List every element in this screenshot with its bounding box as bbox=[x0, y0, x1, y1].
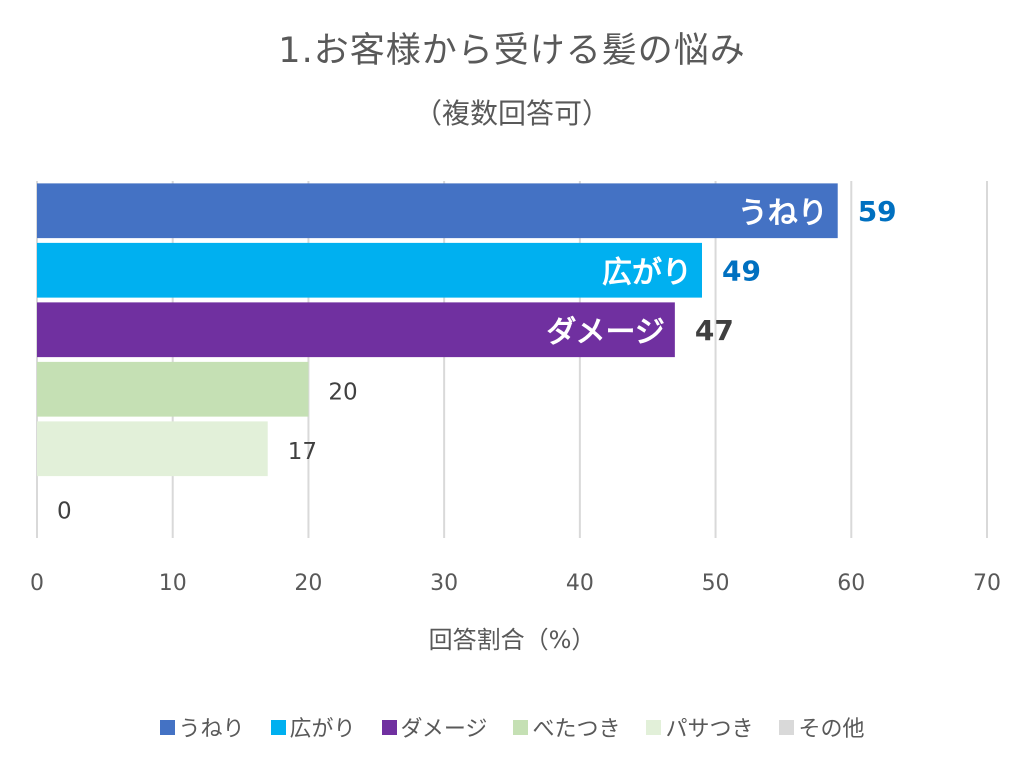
legend-item: うねり bbox=[159, 711, 245, 743]
bars bbox=[37, 183, 838, 477]
bar-value-label: 49 bbox=[722, 254, 761, 287]
bar-value-label: 59 bbox=[858, 195, 897, 228]
bar-category-label: 広がり bbox=[602, 255, 692, 290]
legend-item: ダメージ bbox=[381, 711, 488, 743]
bar-value-label: 47 bbox=[695, 314, 734, 347]
legend-item: 広がり bbox=[270, 711, 356, 743]
legend-item: パサつき bbox=[646, 711, 753, 743]
legend-label: その他 bbox=[798, 717, 865, 742]
legend-label: ダメージ bbox=[400, 717, 488, 742]
legend-label: パサつき bbox=[665, 717, 754, 742]
x-tick-label: 60 bbox=[837, 571, 865, 596]
bar bbox=[37, 183, 838, 239]
bar-value-label: 0 bbox=[57, 498, 72, 524]
x-axis-label: 回答割合（%） bbox=[429, 626, 596, 654]
legend-swatch bbox=[779, 719, 795, 735]
bar bbox=[37, 302, 675, 358]
legend-label: うねり bbox=[178, 717, 245, 742]
legend-swatch bbox=[646, 719, 662, 735]
x-tick-label: 10 bbox=[159, 571, 187, 596]
x-tick-label: 30 bbox=[430, 571, 458, 596]
x-tick-label: 0 bbox=[30, 571, 44, 596]
bar bbox=[37, 242, 702, 298]
x-tick-label: 40 bbox=[566, 571, 594, 596]
gridlines bbox=[36, 181, 988, 538]
bar-value-label: 20 bbox=[328, 379, 357, 405]
legend-label: 広がり bbox=[289, 717, 356, 742]
legend: うねり 広がり ダメージ べたつき パサつき その他 bbox=[0, 711, 1024, 743]
chart-subtitle: （複数回答可） bbox=[413, 97, 610, 130]
legend-label: べたつき bbox=[532, 717, 621, 742]
bar-category-label: ダメージ bbox=[546, 315, 665, 350]
legend-swatch bbox=[270, 719, 286, 735]
x-tick-label: 50 bbox=[702, 571, 730, 596]
legend-swatch bbox=[381, 719, 397, 735]
x-tick-label: 70 bbox=[973, 571, 1001, 596]
bar bbox=[37, 421, 268, 477]
legend-item: その他 bbox=[779, 711, 864, 743]
bar bbox=[37, 361, 309, 417]
x-axis-ticks: 0 10 20 30 40 50 60 70 bbox=[30, 571, 1001, 596]
legend-item: べたつき bbox=[513, 711, 620, 743]
legend-swatch bbox=[513, 719, 529, 735]
data-labels: うねり 59 広がり 49 ダメージ 47 20 17 0 bbox=[57, 195, 897, 525]
chart-title: 1.お客様から受ける髪の悩み bbox=[278, 31, 746, 71]
bar-value-label: 17 bbox=[288, 439, 317, 465]
x-tick-label: 20 bbox=[294, 571, 322, 596]
bar-category-label: うねり bbox=[738, 196, 828, 231]
legend-swatch bbox=[159, 719, 175, 735]
